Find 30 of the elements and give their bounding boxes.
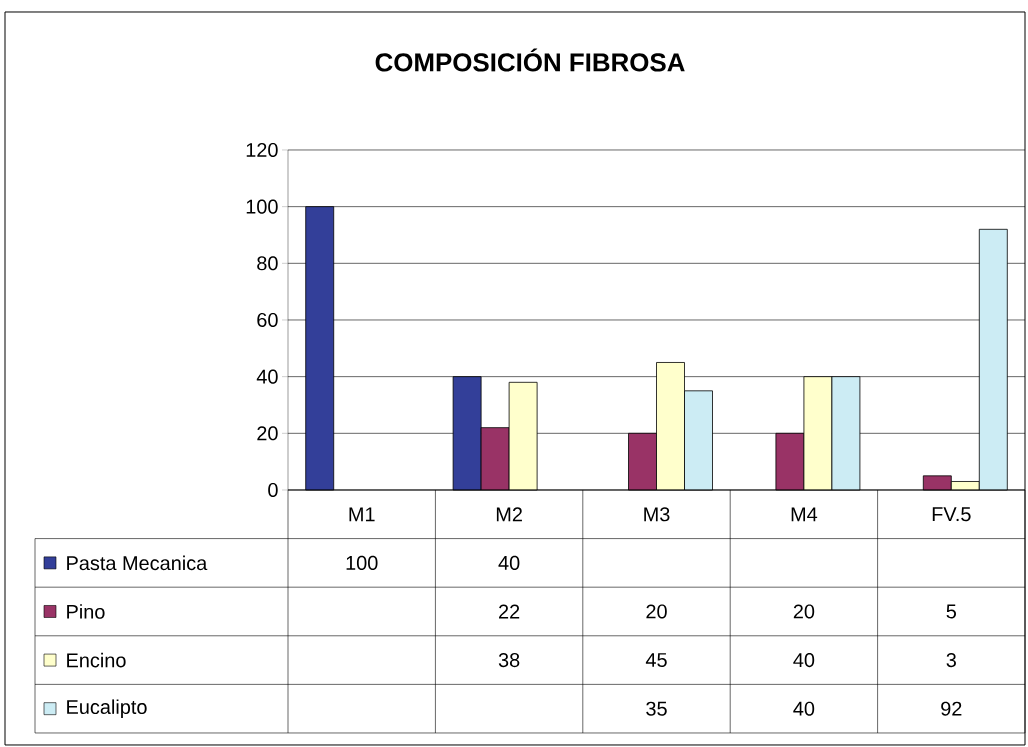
y-tick-label: 80 <box>257 256 278 271</box>
data-label: 35 <box>646 701 667 716</box>
y-tick-label: 0 <box>268 482 278 498</box>
x-tick-label: M2 <box>496 507 522 522</box>
y-tick-label: 20 <box>257 426 278 441</box>
data-label: 38 <box>498 653 520 668</box>
data-label: 5 <box>946 604 957 619</box>
y-tick-label: 120 <box>246 142 278 158</box>
data-label: 3 <box>946 653 956 668</box>
legend-label: Encino <box>67 652 126 668</box>
legend-label: Pino <box>67 604 105 619</box>
x-tick-label: FV.5 <box>932 507 971 522</box>
data-label: 100 <box>346 555 378 570</box>
data-label: 20 <box>793 604 815 619</box>
x-tick-label: M1 <box>349 507 375 522</box>
data-label: 22 <box>499 604 520 619</box>
data-label: 40 <box>793 701 815 716</box>
y-tick-label: 40 <box>256 369 278 384</box>
x-tick-label: M3 <box>644 507 670 522</box>
legend-label: Pasta Mecanica <box>67 555 208 571</box>
y-tick-label: 100 <box>246 199 278 214</box>
y-tick-label: 60 <box>257 312 278 328</box>
chart-title: COMPOSICIÓN FIBROSA <box>375 48 685 72</box>
data-label: 45 <box>645 653 667 668</box>
data-label: 20 <box>646 604 667 619</box>
x-tick-label: M4 <box>791 507 818 522</box>
data-label: 40 <box>498 555 520 570</box>
data-label: 40 <box>793 653 815 668</box>
data-label: 92 <box>941 701 962 716</box>
legend-label: Eucalipto <box>67 699 147 718</box>
